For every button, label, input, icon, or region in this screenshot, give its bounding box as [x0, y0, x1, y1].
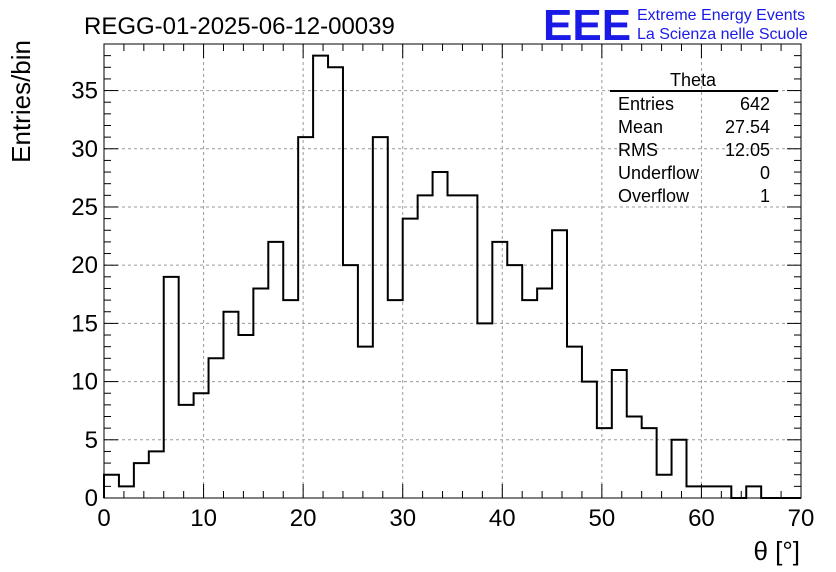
stats-label-underflow: Underflow: [618, 163, 700, 183]
stats-label-mean: Mean: [618, 117, 663, 137]
x-tick-label: 20: [290, 505, 317, 532]
logo-line-1: Extreme Energy Events: [637, 7, 805, 24]
y-tick-label: 5: [85, 427, 98, 454]
chart-title: REGG-01-2025-06-12-00039: [84, 13, 395, 40]
y-tick-label: 35: [71, 78, 98, 105]
stats-value-overflow: 1: [760, 186, 770, 206]
y-tick-labels: 0 5 10 15 20 25 30 35: [71, 78, 98, 512]
stats-label-entries: Entries: [618, 94, 674, 114]
y-tick-label: 0: [85, 485, 98, 512]
histogram-series: [103, 54, 801, 499]
x-tick-label: 10: [190, 505, 217, 532]
y-tick-label: 15: [71, 310, 98, 337]
stats-value-entries: 642: [740, 94, 770, 114]
x-tick-label: 0: [97, 505, 110, 532]
stats-title: Theta: [670, 70, 717, 90]
x-axis-label: θ [°]: [753, 536, 800, 566]
axis-ticks: [103, 43, 802, 499]
stats-value-underflow: 0: [760, 163, 770, 183]
plot-frame: [103, 43, 802, 499]
y-tick-label: 25: [71, 194, 98, 221]
x-tick-label: 50: [589, 505, 616, 532]
x-tick-label: 70: [788, 505, 815, 532]
x-tick-label: 30: [389, 505, 416, 532]
y-axis-label: Entries/bin: [6, 40, 36, 163]
grid: [104, 44, 801, 498]
y-tick-label: 10: [71, 369, 98, 396]
x-tick-label: 40: [489, 505, 516, 532]
stats-value-mean: 27.54: [725, 117, 770, 137]
y-tick-label: 30: [71, 136, 98, 163]
stats-label-overflow: Overflow: [618, 186, 690, 206]
x-tick-labels: 0 10 20 30 40 50 60 70: [97, 505, 814, 532]
y-tick-label: 20: [71, 252, 98, 279]
logo-line-2: La Scienza nelle Scuole: [637, 26, 808, 43]
stats-label-rms: RMS: [618, 140, 658, 160]
eee-logo: EEE: [543, 1, 631, 50]
stats-box: Theta Entries 642 Mean 27.54 RMS 12.05 U…: [610, 70, 778, 206]
x-tick-label: 60: [688, 505, 715, 532]
stats-value-rms: 12.05: [725, 140, 770, 160]
